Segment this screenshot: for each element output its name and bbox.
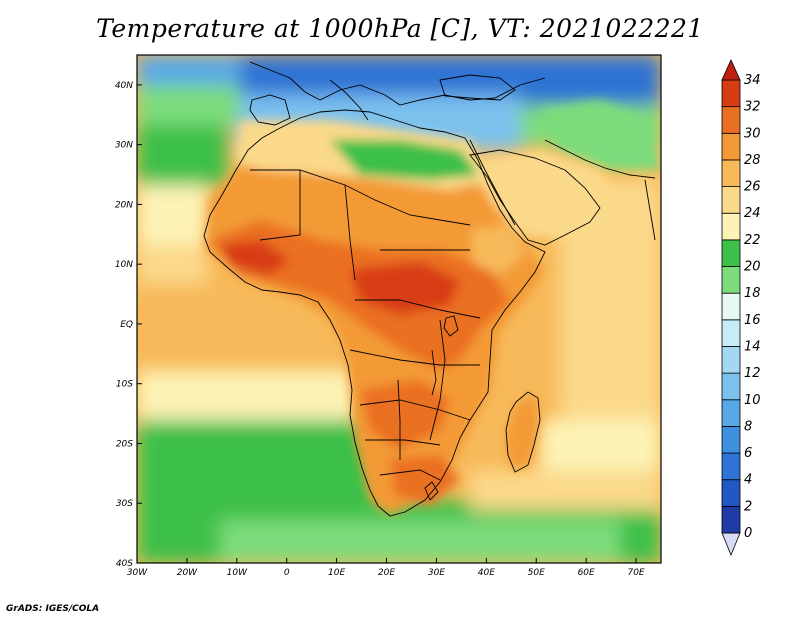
lat-tick-label: 20N bbox=[115, 200, 133, 210]
lon-tick-label: 0 bbox=[284, 568, 290, 578]
temperature-field bbox=[137, 55, 661, 563]
colorbar-label: 22 bbox=[744, 233, 761, 248]
colorbar-swatch bbox=[721, 239, 741, 267]
chart-title: Temperature at 1000hPa [C], VT: 20210222… bbox=[96, 14, 704, 43]
colorbar-swatch bbox=[721, 159, 741, 187]
colorbar-label: 28 bbox=[744, 153, 761, 168]
lat-tick-label: 40S bbox=[116, 559, 133, 569]
credit-label: GrADS: IGES/COLA bbox=[6, 604, 100, 614]
lat-tick-label: 10S bbox=[116, 380, 133, 390]
colorbar-label: 24 bbox=[744, 206, 761, 221]
colorbar-label: 8 bbox=[744, 419, 752, 434]
colorbar-swatch bbox=[721, 266, 741, 294]
lon-tick-label: 40E bbox=[478, 568, 495, 578]
colorbar-swatch bbox=[721, 132, 741, 161]
lon-tick-label: 20W bbox=[177, 568, 198, 578]
longitude-axis: 30W 20W 10W 0 10E 20E 30E 40E 50E 60E 70E bbox=[127, 558, 645, 578]
colorbar-swatch bbox=[721, 426, 741, 454]
colorbar-swatch bbox=[721, 59, 741, 81]
lat-tick-label: 30S bbox=[116, 499, 133, 509]
lon-tick-label: 60E bbox=[578, 568, 595, 578]
colorbar-swatch bbox=[721, 319, 741, 347]
colorbar-swatch bbox=[721, 79, 741, 108]
colorbar-swatch bbox=[721, 452, 741, 481]
colorbar-swatch bbox=[721, 186, 741, 214]
lon-tick-label: 50E bbox=[528, 568, 545, 578]
colorbar-label: 6 bbox=[744, 446, 752, 461]
lon-tick-label: 30E bbox=[428, 568, 445, 578]
lon-tick-label: 20E bbox=[378, 568, 395, 578]
colorbar-swatch bbox=[721, 505, 741, 534]
colorbar-label: 2 bbox=[744, 499, 752, 514]
coastlines bbox=[203, 61, 656, 517]
colorbar-label: 34 bbox=[744, 73, 761, 88]
colorbar-label: 0 bbox=[744, 526, 752, 541]
colorbar-label: 10 bbox=[744, 393, 761, 408]
colorbar-label: 4 bbox=[744, 473, 752, 488]
colorbar-label: 14 bbox=[744, 339, 761, 354]
colorbar-swatch bbox=[721, 399, 741, 427]
colorbar-label: 30 bbox=[744, 126, 761, 141]
colorbar-swatch bbox=[721, 292, 741, 321]
colorbar-swatch bbox=[721, 346, 741, 374]
colorbar-swatch bbox=[721, 479, 741, 507]
lon-tick-label: 30W bbox=[127, 568, 148, 578]
colorbar-swatch bbox=[721, 372, 741, 401]
colorbar-label: 12 bbox=[744, 366, 761, 381]
colorbar-swatch bbox=[721, 532, 741, 557]
lon-tick-label: 70E bbox=[627, 568, 644, 578]
lon-tick-label: 10W bbox=[227, 568, 248, 578]
latitude-axis: 40N 30N 20N 10N EQ 10S 20S 30S 40S bbox=[115, 81, 142, 569]
lat-tick-label: 10N bbox=[115, 260, 133, 270]
colorbar-label: 32 bbox=[744, 100, 761, 115]
colorbar-label: 16 bbox=[744, 313, 761, 328]
lon-tick-label: 10E bbox=[328, 568, 345, 578]
colorbar-label: 26 bbox=[744, 180, 761, 195]
lat-tick-label: 20S bbox=[116, 439, 133, 449]
lat-tick-label: EQ bbox=[120, 320, 133, 330]
lat-tick-label: 30N bbox=[115, 141, 133, 151]
colorbar-label: 18 bbox=[744, 286, 761, 301]
colorbar-swatch bbox=[721, 106, 741, 134]
colorbar-label: 20 bbox=[744, 260, 761, 275]
lat-tick-label: 40N bbox=[115, 81, 133, 91]
plot-frame bbox=[136, 54, 662, 564]
colorbar-swatch bbox=[721, 212, 741, 241]
